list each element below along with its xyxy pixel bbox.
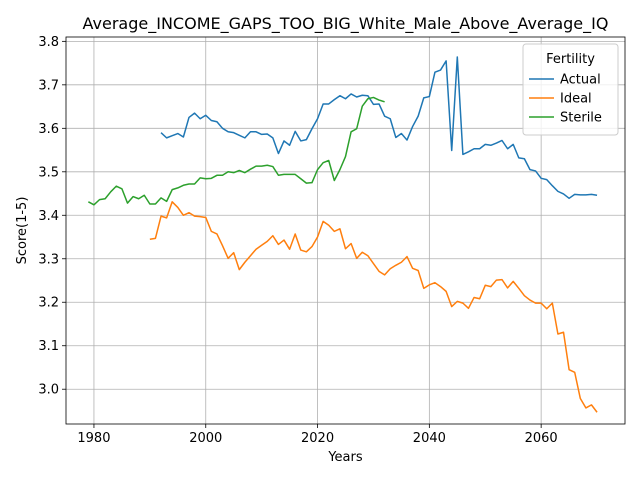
series-layer [88,56,598,413]
x-tick-label: 2000 [189,431,222,446]
legend-label-actual: Actual [560,73,601,88]
chart-title: Average_INCOME_GAPS_TOO_BIG_White_Male_A… [83,14,609,34]
legend-label-ideal: Ideal [560,92,592,107]
series-line-sterile [88,96,385,206]
x-tick-label: 1980 [77,431,110,446]
grid-layer [66,37,625,424]
y-tick-label: 3.8 [38,35,59,50]
y-tick-label: 3.6 [38,122,59,137]
legend: Fertility Actual Ideal Sterile [522,43,619,136]
legend-title: Fertility [546,52,595,67]
x-tick-label: 2020 [301,431,334,446]
y-tick-label: 3.7 [38,78,59,93]
series-line-ideal [149,201,598,413]
y-tick-label: 3.5 [38,165,59,180]
y-tick-label: 3.0 [38,383,59,398]
y-tick-label: 3.3 [38,252,59,267]
y-tick-label: 3.2 [38,296,59,311]
x-axis-label: Years [327,450,363,465]
x-tick-label: 2060 [525,431,558,446]
tick-layer: 1980 2000 2020 2040 2060 3.0 3.1 3.2 3.3 3.4 3.5 3.… [38,35,557,446]
legend-box [522,43,619,136]
y-axis-label: Score(1-5) [15,197,30,265]
plot-frame [65,36,626,425]
x-tick-label: 2040 [413,431,446,446]
y-tick-label: 3.4 [38,209,59,224]
series-line-actual [160,56,598,200]
legend-label-sterile: Sterile [560,111,602,126]
y-tick-label: 3.1 [38,339,59,354]
